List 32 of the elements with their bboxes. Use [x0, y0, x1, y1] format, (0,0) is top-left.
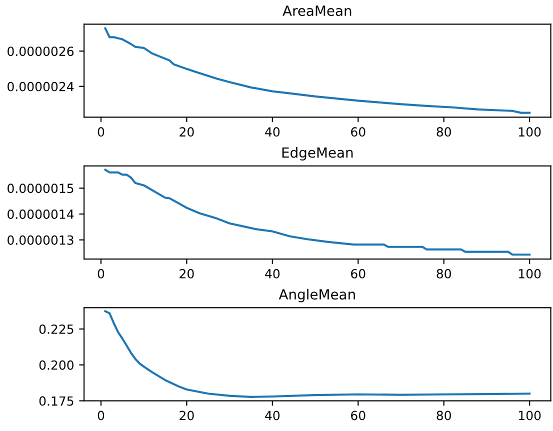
line-series	[104, 310, 531, 398]
x-tick-label: 20	[180, 410, 194, 420]
x-tick-label: 0	[98, 410, 104, 420]
y-tick-label: 0.175	[39, 396, 74, 406]
y-tick-label: 0.0000026	[8, 46, 74, 56]
y-tick-label: 0.0000013	[8, 235, 74, 245]
line-series	[104, 27, 531, 114]
x-tick-label: 100	[519, 268, 541, 278]
chart-title: AngleMean	[278, 288, 355, 302]
x-tick-label: 40	[265, 410, 280, 420]
x-tick-label: 20	[180, 127, 194, 137]
x-tick-label: 60	[351, 410, 366, 420]
y-tick-label: 0.0000015	[8, 184, 74, 194]
x-tick-label: 40	[265, 268, 280, 278]
x-tick-label: 80	[436, 410, 451, 420]
chart-title: EdgeMean	[282, 147, 353, 160]
y-tick-label: 0.0000014	[8, 210, 74, 219]
line-series	[104, 168, 531, 256]
x-tick-label: 40	[265, 127, 280, 137]
x-tick-label: 60	[351, 268, 366, 278]
y-tick-label: 0.225	[39, 324, 74, 334]
x-tick-label: 80	[436, 268, 451, 278]
chart-title: AreaMean	[282, 6, 352, 16]
x-tick-label: 60	[351, 127, 366, 137]
x-tick-label: 100	[519, 127, 541, 137]
x-tick-label: 0	[98, 127, 104, 137]
x-tick-label: 0	[98, 268, 104, 278]
x-tick-label: 80	[436, 127, 451, 137]
x-tick-label: 20	[180, 268, 194, 278]
y-tick-label: 0.0000024	[8, 82, 74, 92]
y-tick-label: 0.200	[39, 360, 74, 370]
x-tick-label: 100	[519, 410, 541, 420]
